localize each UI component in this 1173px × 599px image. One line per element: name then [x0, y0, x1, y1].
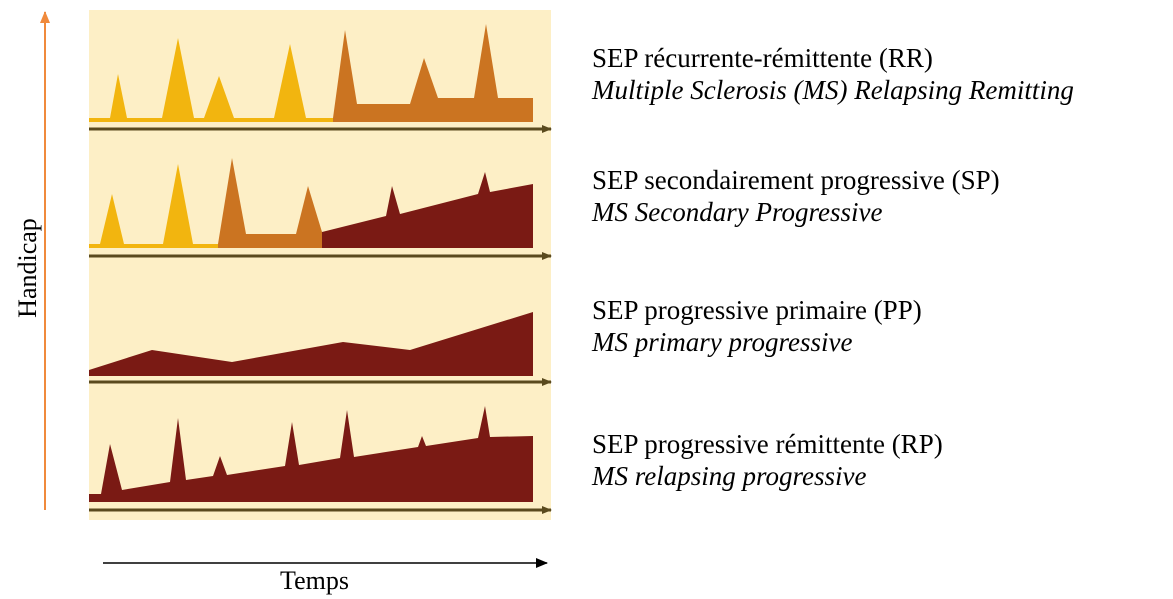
diagram-background: [89, 10, 551, 520]
rp-progression-area: [89, 406, 533, 502]
label-fr: SEP récurrente-rémittente (RR): [592, 43, 933, 73]
description-relapsing-progressive: SEP progressive rémittente (RP) MS relap…: [592, 428, 943, 492]
pp-progression-area: [89, 312, 533, 376]
handicap-label: Handicap: [13, 218, 42, 318]
sp-progression-area: [322, 172, 533, 248]
description-primary-progressive: SEP progressive primaire (PP) MS primary…: [592, 294, 922, 358]
label-fr: SEP progressive rémittente (RP): [592, 429, 943, 459]
panel-primary-progressive: [89, 312, 552, 386]
label-en: MS relapsing progressive: [592, 461, 867, 491]
panel-relapsing-progressive: [89, 406, 552, 514]
sp-relapse-orange-area: [218, 158, 322, 248]
rr-relapse-orange-area: [333, 24, 533, 122]
description-secondary-progressive: SEP secondairement progressive (SP) MS S…: [592, 164, 1000, 228]
panel-relapsing-remitting: [89, 24, 552, 133]
x-axis-label: Temps: [280, 566, 349, 595]
label-en: MS primary progressive: [592, 327, 853, 357]
description-relapsing-remitting: SEP récurrente-rémittente (RR) Multiple …: [592, 42, 1074, 106]
rr-relapse-yellow-area: [89, 38, 333, 122]
sp-relapse-yellow-area: [89, 164, 218, 248]
panel-secondary-progressive: [89, 158, 552, 260]
label-en: MS Secondary Progressive: [592, 197, 883, 227]
label-en: Multiple Sclerosis (MS) Relapsing Remitt…: [592, 75, 1074, 105]
label-fr: SEP progressive primaire (PP): [592, 295, 922, 325]
label-fr: SEP secondairement progressive (SP): [592, 165, 1000, 195]
